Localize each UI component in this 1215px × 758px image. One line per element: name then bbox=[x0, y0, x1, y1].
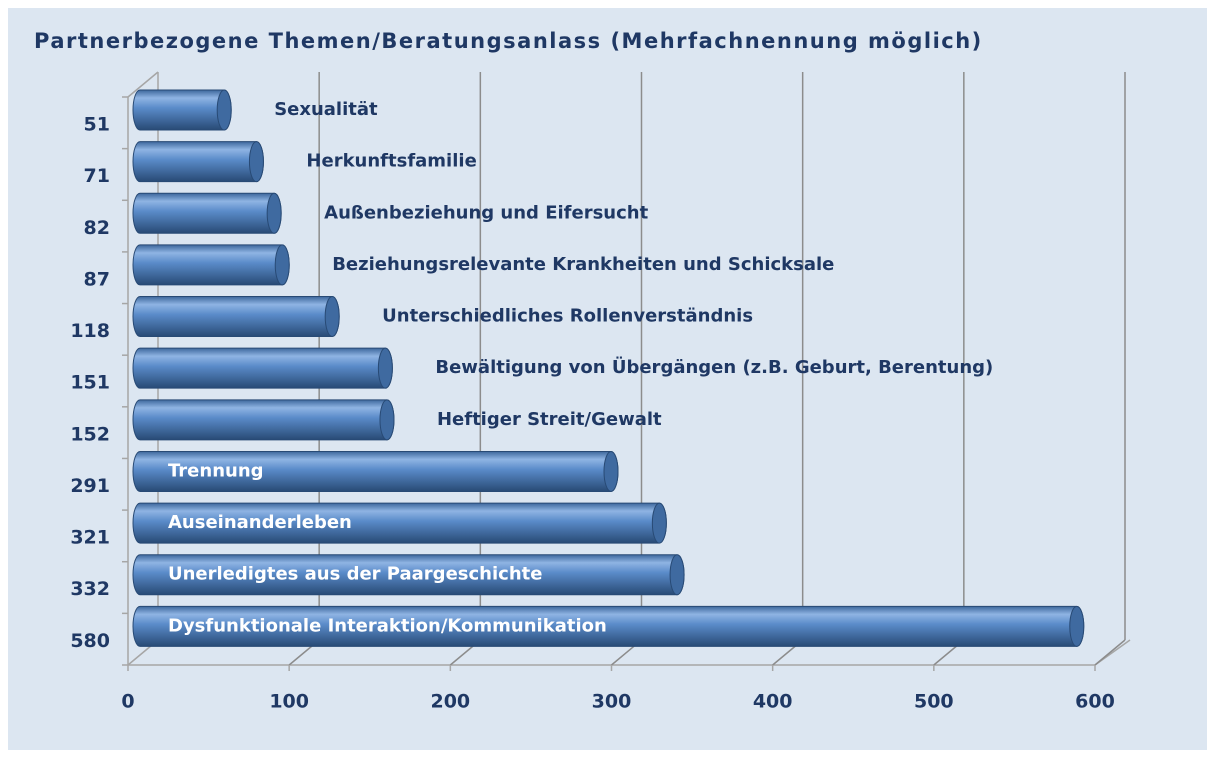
bar bbox=[132, 347, 393, 389]
x-tick-label: 600 bbox=[1075, 691, 1115, 713]
bar-label: Herkunftsfamilie bbox=[306, 151, 476, 172]
bar bbox=[132, 141, 264, 183]
bar-label: Heftiger Streit/Gewalt bbox=[437, 409, 662, 430]
y-tick-label: 82 bbox=[84, 217, 110, 239]
y-tick-label: 152 bbox=[70, 423, 110, 445]
bar-label: Beziehungsrelevante Krankheiten und Schi… bbox=[332, 254, 834, 275]
bar-label: Bewältigung von Übergängen (z.B. Geburt,… bbox=[435, 356, 993, 378]
x-tick-label: 200 bbox=[430, 691, 470, 713]
bar bbox=[132, 296, 340, 338]
bar-cap bbox=[1069, 605, 1085, 647]
bar-cap bbox=[603, 450, 619, 492]
y-tick-label: 51 bbox=[84, 114, 110, 136]
bar-label: Trennung bbox=[168, 460, 264, 481]
x-tick-label: 100 bbox=[269, 691, 309, 713]
y-tick-label: 580 bbox=[70, 630, 110, 652]
y-tick-label: 71 bbox=[84, 165, 110, 187]
x-tick-label: 400 bbox=[753, 691, 793, 713]
bar-label: Sexualität bbox=[274, 99, 378, 120]
y-tick-label: 87 bbox=[84, 268, 110, 290]
bar-cap bbox=[324, 296, 340, 338]
chart-title: Partnerbezogene Themen/Beratungsanlass (… bbox=[34, 29, 983, 53]
y-tick-label: 118 bbox=[70, 320, 110, 342]
bar bbox=[132, 244, 290, 286]
bar-label: Dysfunktionale Interaktion/Kommunikation bbox=[168, 615, 607, 636]
bar-label: Außenbeziehung und Eifersucht bbox=[324, 202, 648, 223]
bar-cap bbox=[669, 554, 685, 596]
x-tick-label: 300 bbox=[592, 691, 632, 713]
bar bbox=[132, 89, 232, 131]
bar bbox=[132, 399, 395, 441]
bar-cap bbox=[266, 192, 282, 234]
y-tick-label: 291 bbox=[70, 475, 110, 497]
bar-cap bbox=[651, 502, 667, 544]
bar-cap bbox=[379, 399, 395, 441]
x-tick-label: 0 bbox=[121, 691, 134, 713]
bar-cap bbox=[377, 347, 393, 389]
bar-cap bbox=[248, 141, 264, 183]
x-tick-label: 500 bbox=[914, 691, 954, 713]
bar-label: Unerledigtes aus der Paargeschichte bbox=[168, 564, 542, 585]
bar-label: Auseinanderleben bbox=[168, 512, 352, 533]
bar bbox=[132, 192, 282, 234]
y-tick-label: 332 bbox=[70, 578, 110, 600]
bar-cap bbox=[216, 89, 232, 131]
y-tick-label: 151 bbox=[70, 372, 110, 394]
bar-cap bbox=[274, 244, 290, 286]
grid-line bbox=[1094, 639, 1126, 666]
y-tick-label: 321 bbox=[70, 527, 110, 549]
bar-label: Unterschiedliches Rollenverständnis bbox=[382, 306, 753, 327]
